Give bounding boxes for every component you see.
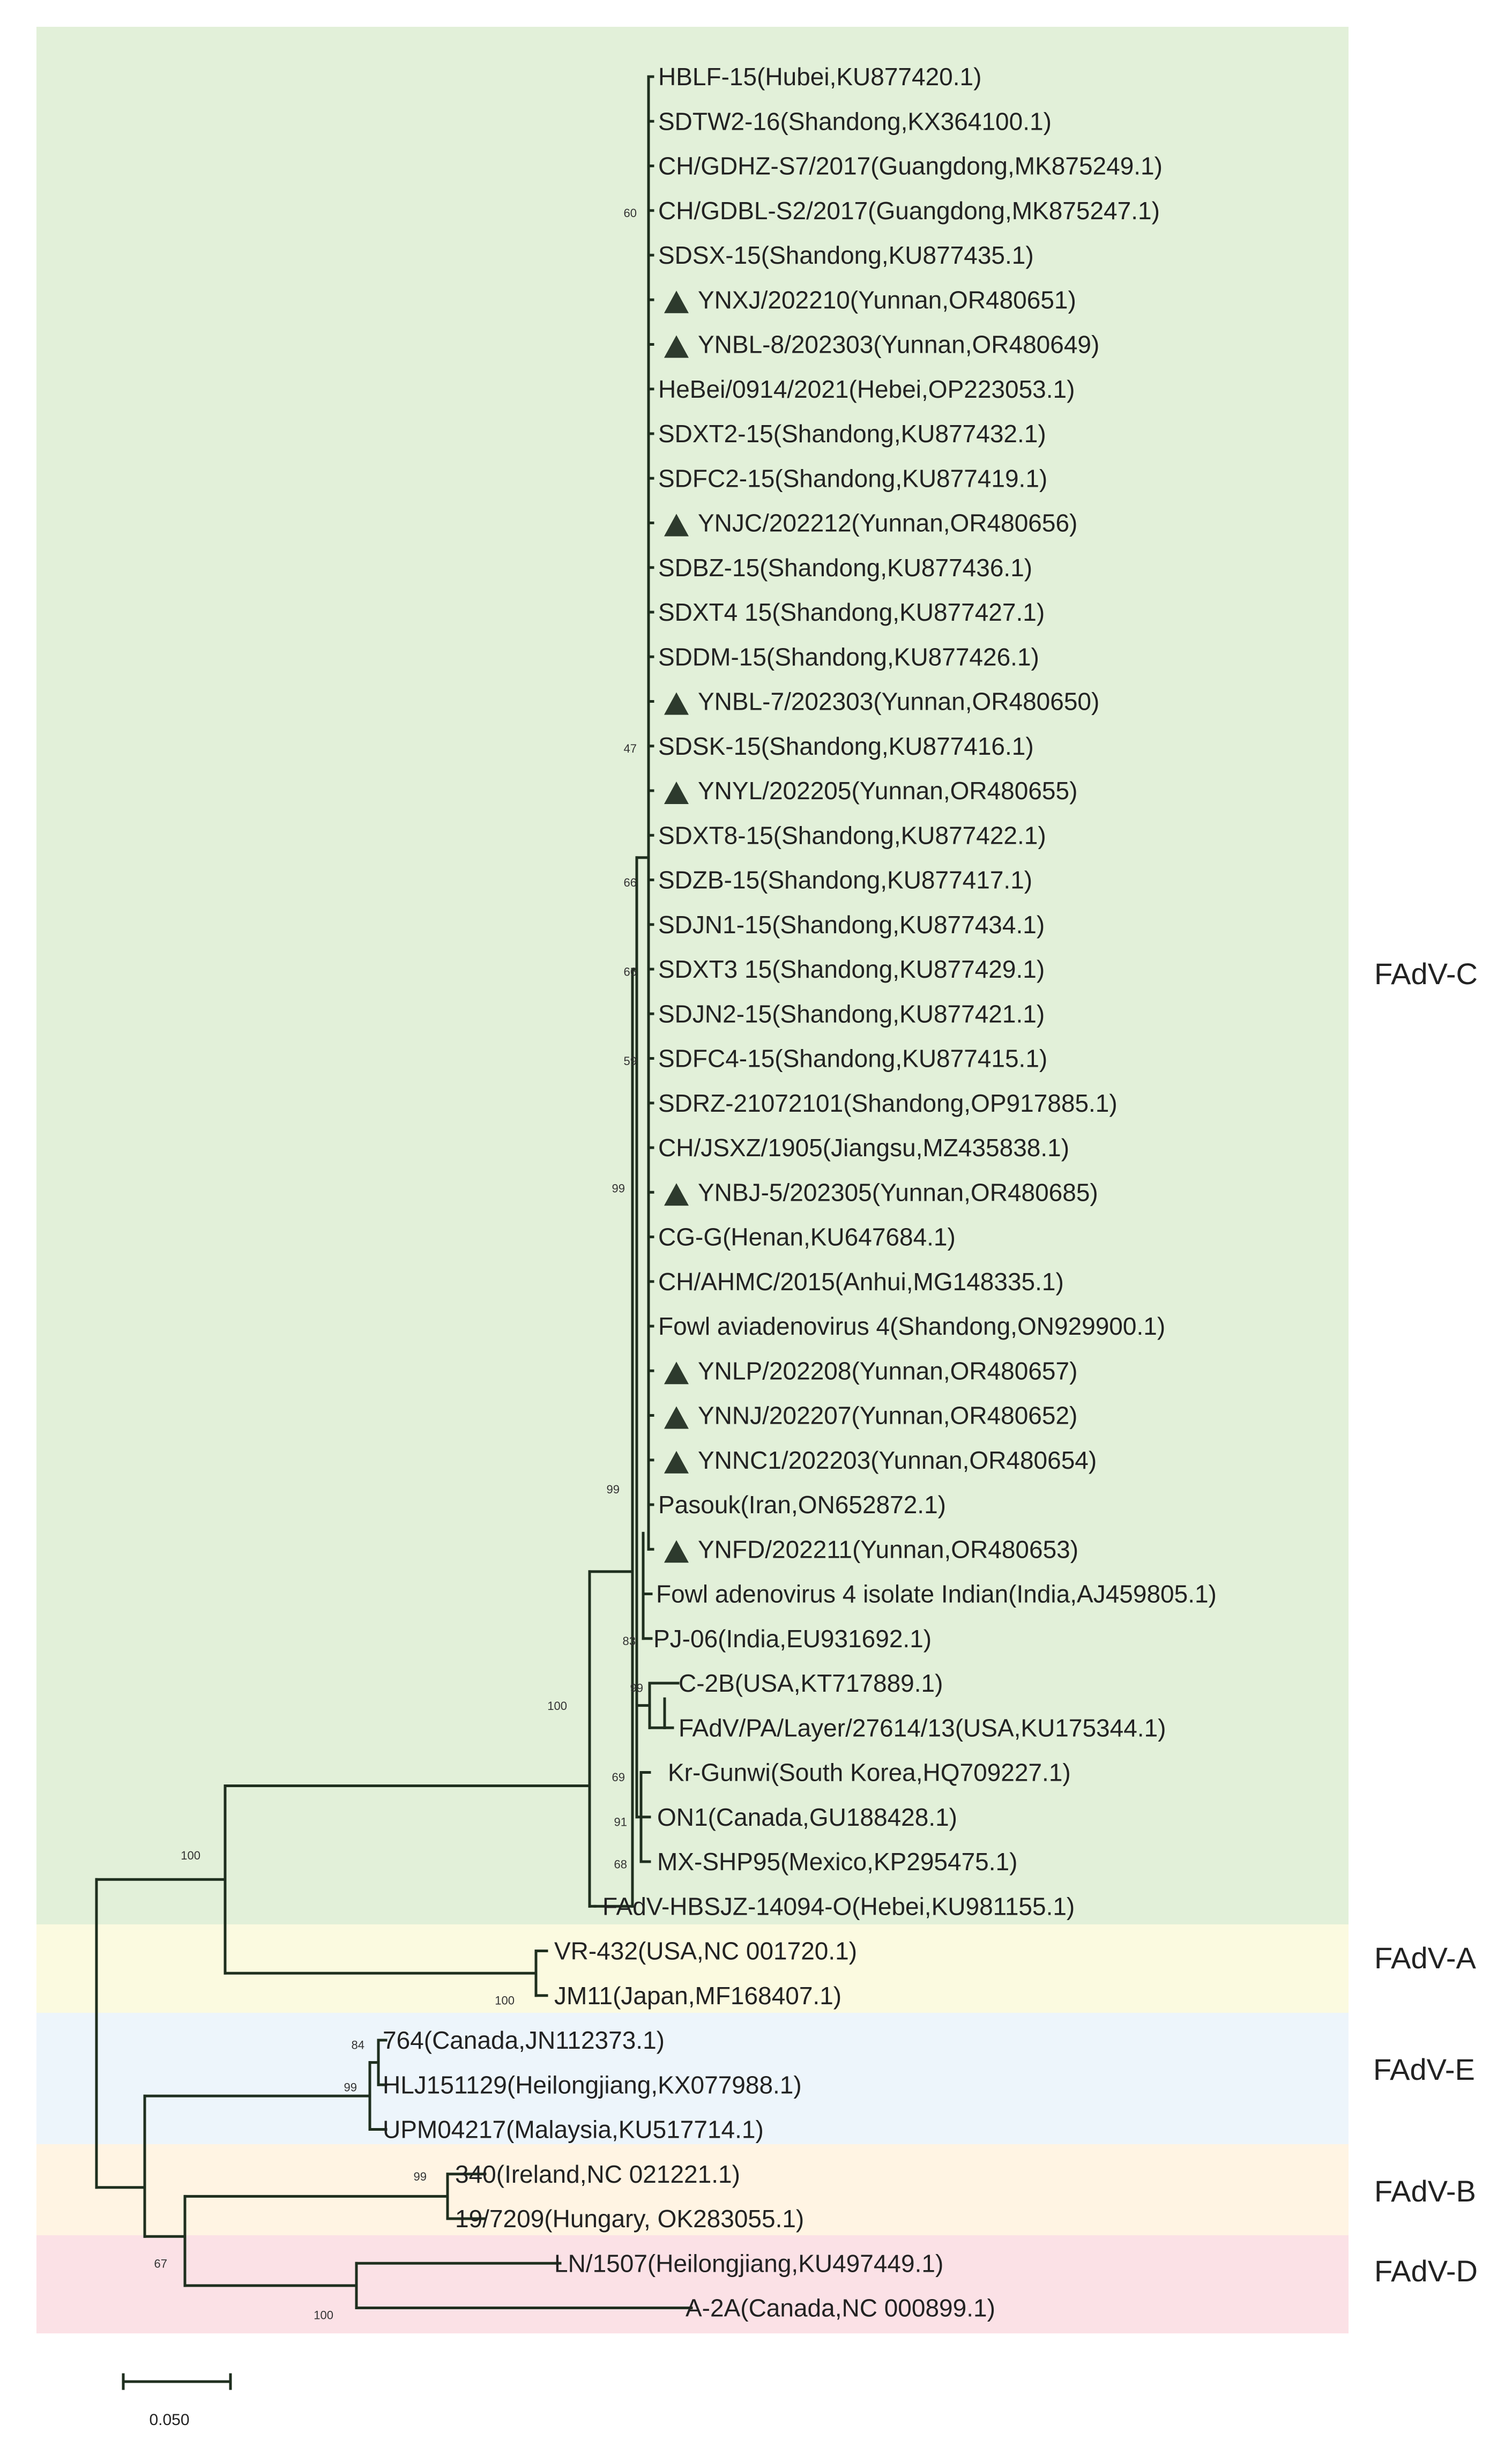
leaf-label-24: CH/JSXZ/1905(Jiangsu,MZ435838.1) — [658, 1134, 1069, 1162]
leaf-label-41: FAdV-HBSJZ-14094-O(Hebei,KU981155.1) — [602, 1892, 1075, 1920]
bootstrap-value-5: 99 — [612, 1181, 625, 1195]
yunnan-triangle-marker-30 — [664, 1406, 689, 1429]
clade-label-fadv-b: FAdV-B — [1374, 2174, 1476, 2208]
bootstrap-value-16: 99 — [344, 2081, 357, 2094]
leaf-label-45: HLJ151129(Heilongjiang,KX077988.1) — [383, 2071, 802, 2099]
bootstrap-value-3: 66 — [624, 965, 637, 978]
leaf-label-35: PJ-06(India,EU931692.1) — [653, 1625, 932, 1653]
bootstrap-value-4: 59 — [624, 1054, 637, 1068]
leaf-label-38: Kr-Gunwi(South Korea,HQ709227.1) — [668, 1759, 1071, 1787]
leaf-label-7: HeBei/0914/2021(Hebei,OP223053.1) — [658, 375, 1075, 403]
leaf-label-50: A-2A(Canada,NC 000899.1) — [686, 2294, 995, 2322]
leaf-label-16: YNYL/202205(Yunnan,OR480655) — [698, 777, 1077, 805]
yunnan-triangle-marker-25 — [664, 1183, 689, 1206]
leaf-label-5: YNXJ/202210(Yunnan,OR480651) — [698, 286, 1076, 314]
leaf-label-21: SDJN2-15(Shandong,KU877421.1) — [658, 1000, 1045, 1028]
band-fadv-a — [36, 1924, 1349, 2013]
leaf-label-34: Fowl adenovirus 4 isolate Indian(India,A… — [656, 1580, 1217, 1608]
leaf-label-14: YNBL-7/202303(Yunnan,OR480650) — [698, 688, 1099, 716]
clade-labels: FAdV-C FAdV-A FAdV-E FAdV-B FAdV-D — [1373, 957, 1478, 2288]
yunnan-markers — [664, 291, 689, 1563]
bootstrap-value-13: 100 — [181, 1849, 200, 1862]
leaf-label-15: SDSK-15(Shandong,KU877416.1) — [658, 732, 1034, 760]
scale-bar: 0.050 — [122, 2373, 232, 2429]
leaf-label-39: ON1(Canada,GU188428.1) — [657, 1803, 957, 1831]
leaf-label-42: VR-432(USA,NC 001720.1) — [554, 1937, 857, 1965]
band-fadv-e — [36, 2013, 1349, 2144]
bootstrap-value-2: 66 — [624, 876, 637, 889]
leaf-label-6: YNBL-8/202303(Yunnan,OR480649) — [698, 331, 1099, 359]
leaf-label-13: SDDM-15(Shandong,KU877426.1) — [658, 643, 1039, 671]
yunnan-triangle-marker-10 — [664, 514, 689, 537]
band-fadv-c — [36, 27, 1349, 1924]
bootstrap-value-11: 91 — [614, 1815, 627, 1828]
leaf-label-43: JM11(Japan,MF168407.1) — [554, 1982, 841, 2010]
bootstrap-value-12: 68 — [614, 1857, 627, 1871]
bootstrap-value-7: 100 — [547, 1699, 567, 1713]
yunnan-triangle-marker-16 — [664, 782, 689, 804]
leaf-label-12: SDXT4 15(Shandong,KU877427.1) — [658, 598, 1045, 626]
leaf-label-17: SDXT8-15(Shandong,KU877422.1) — [658, 821, 1046, 849]
leaf-label-8: SDXT2-15(Shandong,KU877432.1) — [658, 420, 1046, 448]
yunnan-triangle-marker-29 — [664, 1362, 689, 1385]
bootstrap-value-9: 99 — [630, 1682, 643, 1695]
leaf-label-2: CH/GDHZ-S7/2017(Guangdong,MK875249.1) — [658, 152, 1163, 180]
bootstrap-value-0: 60 — [624, 206, 637, 220]
leaf-label-49: LN/1507(Heilongjiang,KU497449.1) — [554, 2249, 943, 2277]
leaf-label-47: 340(Ireland,NC 021221.1) — [455, 2160, 740, 2188]
bootstrap-value-18: 67 — [154, 2257, 167, 2271]
scale-bar-label: 0.050 — [149, 2411, 189, 2429]
yunnan-triangle-marker-5 — [664, 291, 689, 314]
yunnan-triangle-marker-14 — [664, 692, 689, 715]
leaf-label-32: Pasouk(Iran,ON652872.1) — [658, 1491, 946, 1519]
clade-label-fadv-d: FAdV-D — [1374, 2254, 1478, 2288]
leaf-label-40: MX-SHP95(Mexico,KP295475.1) — [657, 1848, 1017, 1876]
yunnan-triangle-marker-33 — [664, 1540, 689, 1563]
clade-label-fadv-e: FAdV-E — [1373, 2052, 1475, 2086]
bootstrap-value-8: 83 — [623, 1634, 636, 1648]
leaf-label-11: SDBZ-15(Shandong,KU877436.1) — [658, 554, 1032, 582]
yunnan-triangle-marker-31 — [664, 1451, 689, 1474]
leaf-label-46: UPM04217(Malaysia,KU517714.1) — [383, 2116, 764, 2144]
band-fadv-b — [36, 2144, 1349, 2235]
leaf-label-31: YNNC1/202203(Yunnan,OR480654) — [698, 1446, 1097, 1474]
leaf-label-48: 19/7209(Hungary, OK283055.1) — [455, 2205, 804, 2233]
bootstrap-value-17: 99 — [414, 2170, 427, 2183]
bootstrap-value-10: 69 — [612, 1771, 625, 1784]
leaf-label-28: Fowl aviadenovirus 4(Shandong,ON929900.1… — [658, 1312, 1165, 1340]
leaf-label-25: YNBJ-5/202305(Yunnan,OR480685) — [698, 1178, 1098, 1206]
leaf-label-30: YNNJ/202207(Yunnan,OR480652) — [698, 1402, 1077, 1430]
leaf-label-33: YNFD/202211(Yunnan,OR480653) — [698, 1535, 1078, 1563]
leaf-label-18: SDZB-15(Shandong,KU877417.1) — [658, 866, 1032, 894]
bootstrap-value-14: 100 — [495, 1994, 515, 2007]
leaf-label-0: HBLF-15(Hubei,KU877420.1) — [658, 63, 981, 91]
clade-label-fadv-c: FAdV-C — [1374, 957, 1478, 991]
bootstrap-value-15: 84 — [352, 2039, 364, 2052]
leaf-label-4: SDSX-15(Shandong,KU877435.1) — [658, 241, 1034, 269]
yunnan-triangle-marker-6 — [664, 335, 689, 358]
leaf-label-10: YNJC/202212(Yunnan,OR480656) — [698, 509, 1077, 537]
leaf-label-29: YNLP/202208(Yunnan,OR480657) — [698, 1357, 1077, 1385]
bootstrap-value-19: 100 — [314, 2308, 333, 2322]
leaf-label-26: CG-G(Henan,KU647684.1) — [658, 1223, 956, 1251]
leaf-label-27: CH/AHMC/2015(Anhui,MG148335.1) — [658, 1268, 1064, 1296]
leaf-label-9: SDFC2-15(Shandong,KU877419.1) — [658, 464, 1047, 492]
bootstrap-values: 60 47 66 66 59 99 99 100 83 99 69 91 68 100 100 84 99 99 6… — [154, 206, 643, 2322]
bootstrap-value-6: 99 — [607, 1483, 620, 1496]
leaf-label-19: SDJN1-15(Shandong,KU877434.1) — [658, 911, 1045, 939]
leaf-label-22: SDFC4-15(Shandong,KU877415.1) — [658, 1045, 1047, 1073]
leaf-label-1: SDTW2-16(Shandong,KX364100.1) — [658, 107, 1052, 135]
leaf-label-36: C-2B(USA,KT717889.1) — [679, 1669, 943, 1697]
tree-branches — [95, 75, 693, 2309]
leaf-label-23: SDRZ-21072101(Shandong,OP917885.1) — [658, 1089, 1118, 1117]
leaf-label-37: FAdV/PA/Layer/27614/13(USA,KU175344.1) — [679, 1714, 1166, 1742]
leaf-label-44: 764(Canada,JN112373.1) — [383, 2026, 665, 2054]
clade-label-fadv-a: FAdV-A — [1374, 1941, 1477, 1975]
bootstrap-value-1: 47 — [624, 742, 637, 755]
leaf-labels: HBLF-15(Hubei,KU877420.1) SDTW2-16(Shando… — [383, 63, 1217, 2322]
leaf-label-20: SDXT3 15(Shandong,KU877429.1) — [658, 955, 1045, 983]
leaf-label-3: CH/GDBL-S2/2017(Guangdong,MK875247.1) — [658, 197, 1160, 225]
